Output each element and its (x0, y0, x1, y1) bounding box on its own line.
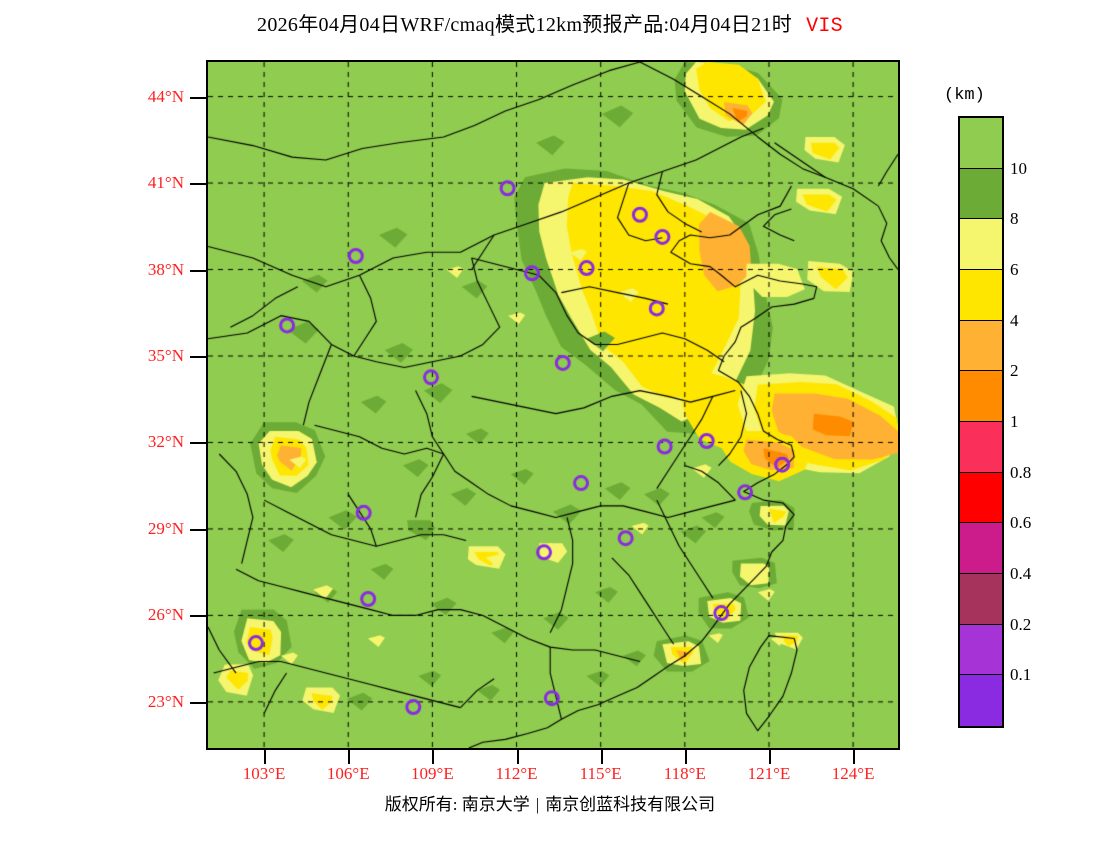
lon-tick-121 (768, 750, 771, 764)
colorbar-band-11 (960, 675, 1002, 726)
lat-label-35: 35°N (147, 346, 184, 365)
colorbar-band-1 (960, 168, 1002, 220)
colorbar-band-8 (960, 523, 1002, 574)
colorbar-band-0 (960, 118, 1002, 169)
colorbar-band-9 (960, 573, 1002, 625)
copyright-owner: 版权所有: 南京大学 (384, 795, 530, 814)
colorbar-label-0.2: 0.2 (1010, 614, 1032, 634)
lon-label-118: 118°E (663, 764, 706, 783)
colorbar-label-2: 2 (1010, 361, 1019, 381)
colorbar-band-4 (960, 320, 1002, 372)
colorbar-label-1: 1 (1010, 412, 1019, 431)
lat-label-29: 29°N (147, 518, 184, 538)
lon-label-115: 115°E (579, 764, 622, 783)
lat-label-38: 38°N (147, 259, 184, 279)
colorbar-band-6 (960, 421, 1002, 473)
footer-separator: | (535, 795, 540, 814)
colorbar-band-10 (960, 624, 1002, 676)
lon-tick-118 (684, 750, 687, 764)
lat-tick-41 (190, 183, 206, 186)
colorbar-label-0.8: 0.8 (1010, 462, 1032, 482)
colorbar-band-2 (960, 219, 1002, 270)
lon-label-124: 124°E (831, 764, 875, 783)
variable-label: VIS (806, 15, 843, 38)
lon-tick-115 (600, 750, 603, 764)
lat-label-26: 26°N (147, 605, 184, 625)
visibility-heatmap-canvas (208, 62, 898, 748)
colorbar-label-0.6: 0.6 (1010, 513, 1032, 533)
colorbar-band-3 (960, 269, 1002, 321)
lon-label-121: 121°E (747, 764, 791, 783)
lat-tick-23 (190, 701, 206, 704)
colorbar-label-10: 10 (1010, 158, 1027, 178)
lon-label-103: 103°E (242, 764, 286, 783)
lat-tick-44 (190, 96, 206, 99)
colorbar-label-8: 8 (1010, 209, 1019, 229)
lat-label-44: 44°N (147, 86, 184, 106)
lon-tick-103 (264, 750, 267, 764)
lon-tick-109 (432, 750, 435, 764)
colorbar-label-4: 4 (1010, 310, 1019, 330)
title-text: 2026年04月04日WRF/cmaq模式12km预报产品:04月04日21时 (257, 14, 793, 36)
map-plot-area[interactable] (206, 60, 900, 750)
lat-label-23: 23°N (147, 691, 184, 711)
colorbar-label-0.4: 0.4 (1010, 564, 1032, 583)
colorbar-band-7 (960, 472, 1002, 524)
lon-label-112: 112°E (495, 764, 538, 783)
lon-label-106: 106°E (326, 764, 370, 783)
chart-title: 2026年04月04日WRF/cmaq模式12km预报产品:04月04日21时 V… (0, 8, 1100, 38)
lon-tick-124 (853, 750, 856, 764)
colorbar-label-0.1: 0.1 (1010, 665, 1032, 685)
company-name: 南京创蓝科技有限公司 (545, 795, 716, 814)
colorbar[interactable] (958, 116, 1004, 728)
lat-label-41: 41°N (147, 173, 184, 193)
lon-label-109: 109°E (411, 764, 454, 783)
copyright-footer: 版权所有: 南京大学 | 南京创蓝科技有限公司 (0, 790, 1100, 815)
lat-tick-38 (190, 269, 206, 272)
colorbar-label-6: 6 (1010, 260, 1019, 279)
colorbar-unit-label: (km) (944, 86, 985, 105)
lat-label-32: 32°N (147, 432, 184, 452)
lat-tick-32 (190, 442, 206, 445)
lat-tick-29 (190, 528, 206, 531)
lon-tick-112 (516, 750, 519, 764)
lon-tick-106 (348, 750, 351, 764)
lat-tick-35 (190, 356, 206, 358)
lat-tick-26 (190, 615, 206, 618)
colorbar-band-5 (960, 371, 1002, 422)
